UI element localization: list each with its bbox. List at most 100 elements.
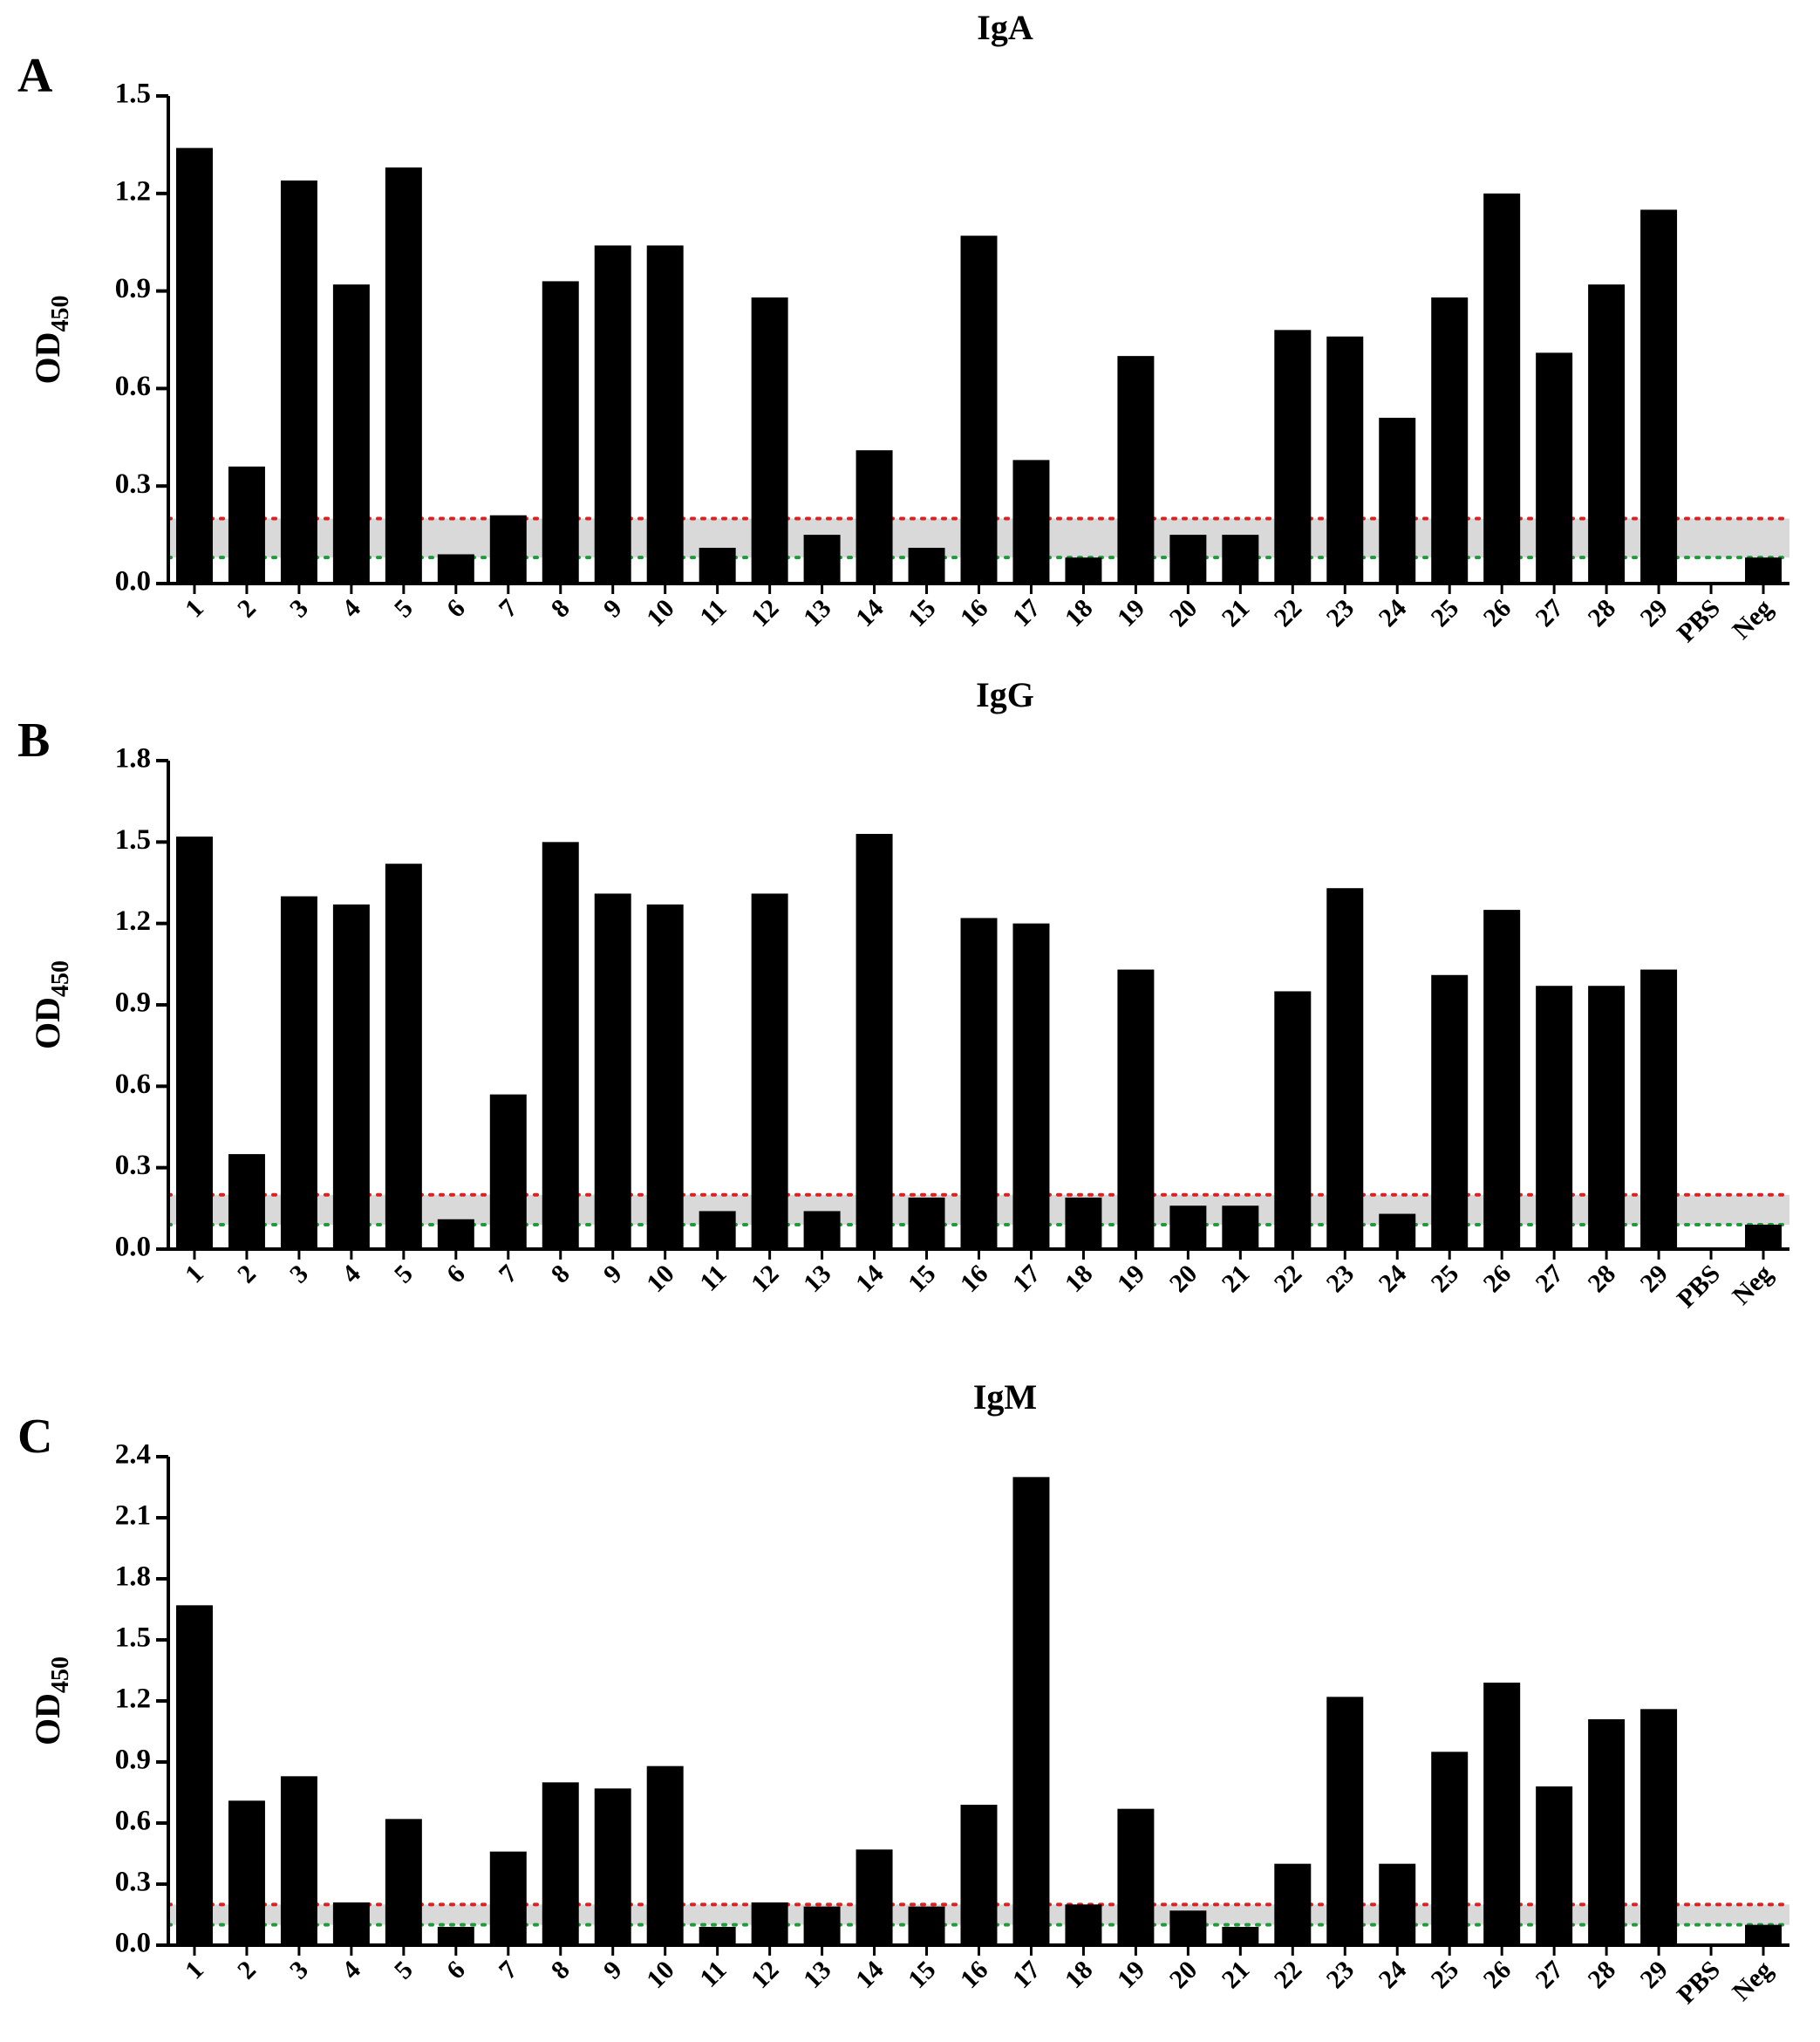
x-tick-label: 27 <box>1530 1260 1570 1299</box>
x-tick-label: 23 <box>1321 594 1360 633</box>
x-tick-label: 29 <box>1634 594 1673 633</box>
y-tick-label: 0.3 <box>115 1150 151 1181</box>
bar <box>855 450 893 584</box>
bar <box>489 1851 527 1945</box>
x-tick-label: Neg <box>1727 1956 1778 2007</box>
bar <box>803 1906 841 1945</box>
x-tick-label: 3 <box>284 1260 314 1289</box>
x-tick-label: 20 <box>1164 1260 1203 1299</box>
y-tick-label: 1.2 <box>115 905 151 937</box>
bar <box>1222 535 1259 584</box>
x-tick-label: 1 <box>180 1956 209 1985</box>
bar <box>332 904 370 1249</box>
y-tick-label: 0.6 <box>115 371 151 402</box>
bar <box>1640 1709 1678 1945</box>
x-tick-label: PBS <box>1672 1956 1726 2010</box>
x-tick-label: 2 <box>232 1956 262 1985</box>
bar <box>908 548 945 584</box>
bar <box>1588 1719 1626 1945</box>
y-axis-label-main: OD <box>28 1693 67 1745</box>
x-tick-label: 8 <box>546 1956 576 1985</box>
y-tick-label: 0.9 <box>115 1745 151 1776</box>
panel-label: A <box>17 49 53 103</box>
x-tick-label: 25 <box>1426 1956 1465 1995</box>
x-tick-label: 13 <box>798 1260 837 1299</box>
x-tick-label: 19 <box>1112 1956 1151 1995</box>
x-tick-label: 22 <box>1269 594 1308 633</box>
x-tick-label: 20 <box>1164 594 1203 633</box>
y-tick-label: 1.8 <box>115 1561 151 1593</box>
x-tick-label: 16 <box>955 1956 994 1995</box>
bar <box>1588 986 1626 1249</box>
y-tick-label: 1.2 <box>115 1683 151 1715</box>
bar <box>1117 356 1155 584</box>
x-tick-label: 18 <box>1060 1260 1099 1299</box>
x-tick-label: 22 <box>1269 1260 1308 1299</box>
y-tick-label: 2.1 <box>115 1500 151 1532</box>
bar <box>1536 352 1573 584</box>
x-tick-label: 29 <box>1634 1260 1673 1299</box>
y-axis-label: OD450 <box>28 960 74 1049</box>
y-tick-label: 1.5 <box>115 824 151 856</box>
x-tick-label: 8 <box>546 594 576 624</box>
bar <box>228 1154 265 1249</box>
bar <box>1274 1863 1312 1945</box>
y-tick-label: 0.3 <box>115 1867 151 1898</box>
x-tick-label: 19 <box>1112 594 1151 633</box>
x-tick-label: 5 <box>389 594 419 624</box>
x-tick-label: 10 <box>641 1956 680 1995</box>
y-tick-label: 0.9 <box>115 987 151 1019</box>
x-tick-label: 14 <box>850 594 890 633</box>
bar <box>1117 1808 1155 1945</box>
x-tick-label: 4 <box>337 1956 366 1985</box>
bar <box>646 245 684 584</box>
y-axis-label-main: OD <box>28 332 67 385</box>
x-tick-label: 2 <box>232 594 262 624</box>
bar <box>803 1211 841 1249</box>
bar <box>1431 974 1469 1249</box>
bar <box>489 1094 527 1249</box>
bar <box>594 1788 631 1945</box>
bar <box>594 893 631 1249</box>
x-tick-label: 10 <box>641 594 680 633</box>
x-tick-label: 16 <box>955 594 994 633</box>
bar <box>1117 969 1155 1249</box>
x-tick-label: 7 <box>494 1956 523 1985</box>
bar <box>1483 910 1521 1249</box>
bar <box>646 904 684 1249</box>
chart-title: IgA <box>977 8 1033 47</box>
x-tick-label: 15 <box>903 1260 942 1299</box>
x-tick-label: 24 <box>1374 1260 1413 1299</box>
bar <box>803 535 841 584</box>
bar <box>385 1819 422 1945</box>
bar <box>1169 535 1207 584</box>
x-tick-label: 14 <box>850 1956 890 1995</box>
x-tick-label: 13 <box>798 594 837 633</box>
x-tick-label: 20 <box>1164 1956 1203 1995</box>
panel-label: C <box>17 1410 52 1464</box>
x-tick-label: 9 <box>598 1260 628 1289</box>
x-tick-label: 18 <box>1060 1956 1099 1995</box>
x-tick-label: 19 <box>1112 1260 1151 1299</box>
bar <box>751 893 788 1249</box>
y-axis-label-subscript: 450 <box>47 960 74 997</box>
x-tick-label: 12 <box>746 1260 785 1299</box>
bar <box>1379 1863 1416 1945</box>
bar <box>332 284 370 584</box>
bar <box>437 1927 474 1945</box>
y-tick-label: 0.9 <box>115 273 151 304</box>
x-tick-label: 26 <box>1478 1956 1517 1995</box>
bar <box>1745 1225 1783 1249</box>
x-tick-label: 3 <box>284 594 314 624</box>
x-tick-label: 12 <box>746 1956 785 1995</box>
x-tick-label: Neg <box>1727 594 1778 645</box>
bar <box>175 1605 213 1945</box>
bar <box>751 297 788 584</box>
bar <box>1379 1213 1416 1249</box>
y-axis-label-subscript: 450 <box>47 1656 74 1693</box>
bar <box>1326 336 1364 584</box>
bar <box>1326 1697 1364 1945</box>
bar <box>1745 1924 1783 1945</box>
x-tick-label: 4 <box>337 594 366 624</box>
